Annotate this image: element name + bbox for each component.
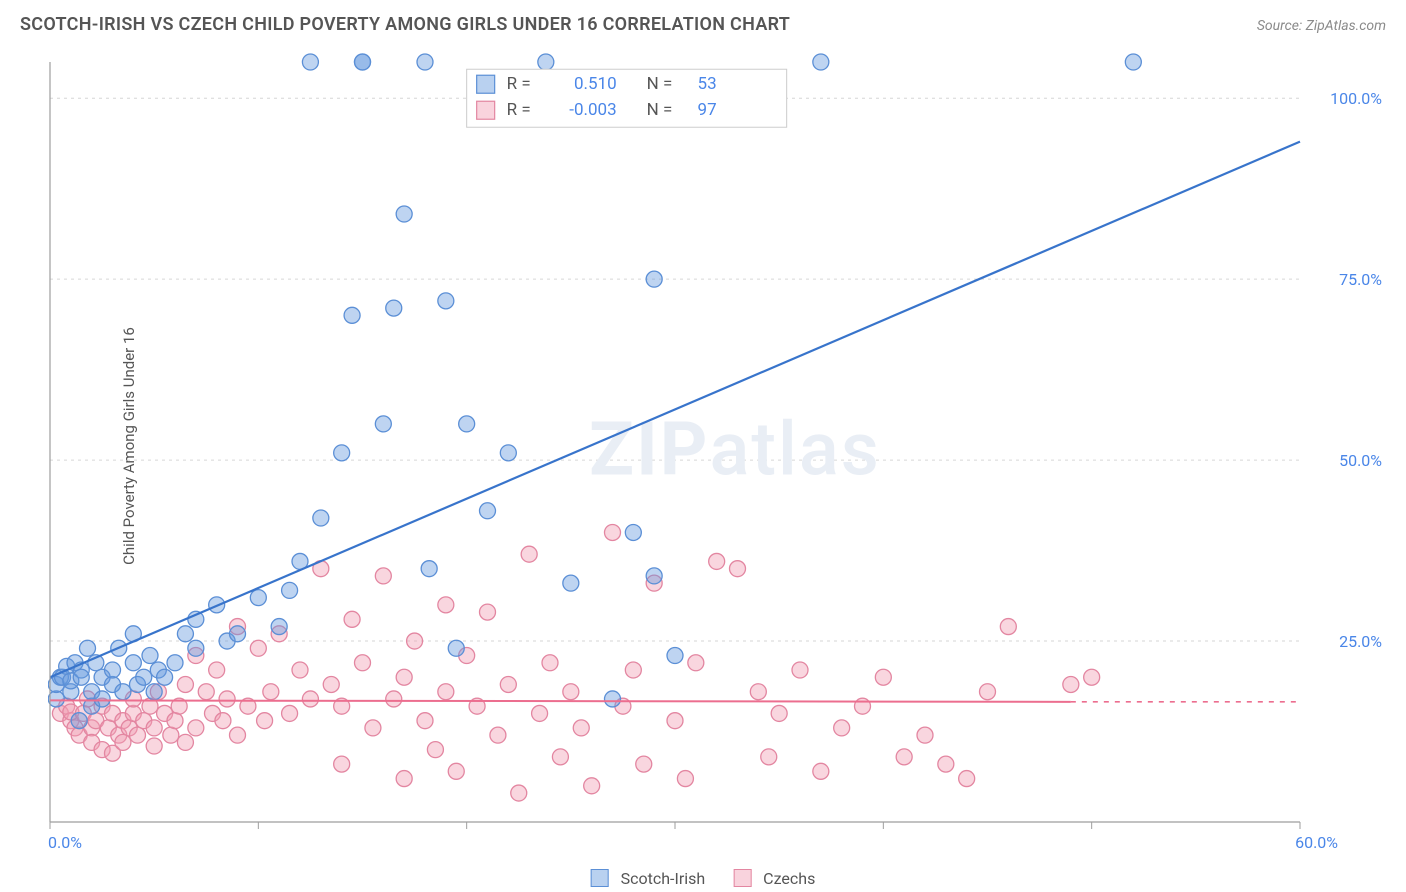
source-label: Source: ZipAtlas.com <box>1257 18 1386 34</box>
svg-text:N =: N = <box>647 74 673 94</box>
svg-text:60.0%: 60.0% <box>1295 833 1338 852</box>
svg-text:100.0%: 100.0% <box>1330 89 1382 108</box>
svg-text:0.510: 0.510 <box>574 74 617 94</box>
svg-text:N =: N = <box>647 100 673 120</box>
svg-text:0.0%: 0.0% <box>48 833 82 852</box>
svg-text:25.0%: 25.0% <box>1339 632 1382 651</box>
scatter-svg: 25.0% 50.0% 75.0% 100.0% ZIPatlas 0.0% 60.0% R … <box>48 50 1390 852</box>
legend-label: Czechs <box>763 869 815 888</box>
chart-title: SCOTCH-IRISH VS CZECH CHILD POVERTY AMON… <box>20 14 790 35</box>
plot-area: 25.0% 50.0% 75.0% 100.0% ZIPatlas 0.0% 60.0% R … <box>48 50 1390 852</box>
bottom-legend: Scotch-Irish Czechs <box>591 869 816 888</box>
svg-text:97: 97 <box>698 100 717 120</box>
legend-swatch-blue <box>591 869 609 887</box>
legend-item-czechs: Czechs <box>733 869 815 888</box>
svg-text:53: 53 <box>698 74 717 94</box>
svg-text:50.0%: 50.0% <box>1339 451 1382 470</box>
svg-text:ZIPatlas: ZIPatlas <box>589 407 881 494</box>
legend-swatch-pink <box>733 869 751 887</box>
svg-text:R =: R = <box>507 100 531 120</box>
legend-label: Scotch-Irish <box>621 869 706 888</box>
svg-text:75.0%: 75.0% <box>1339 270 1382 289</box>
legend-item-scotch-irish: Scotch-Irish <box>591 869 706 888</box>
svg-text:-0.003: -0.003 <box>569 100 616 120</box>
svg-text:R =: R = <box>507 74 531 94</box>
